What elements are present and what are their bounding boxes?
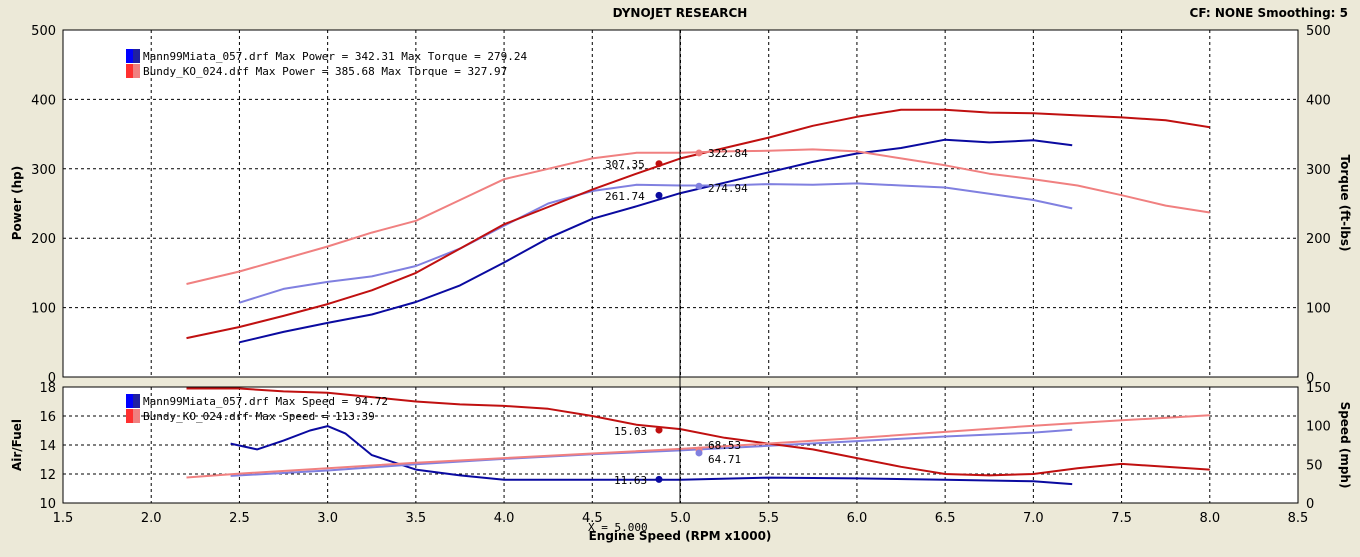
power-tick-label: 500 — [31, 24, 56, 39]
air-fuel-axis-label: Air/Fuel — [10, 419, 24, 471]
speed-tick-label: 150 — [1306, 381, 1331, 396]
x-tick-label: 3.5 — [406, 511, 427, 526]
power-axis-label: Power (hp) — [10, 166, 24, 240]
legend-swatch-mann — [126, 49, 133, 63]
cursor-readout: X = 5.000 — [588, 521, 648, 534]
legend-mann-speed: Mann99Miata_057.drf Max Speed = 94.72 — [143, 395, 388, 408]
torque-tick-label: 300 — [1306, 163, 1331, 178]
x-tick-label: 6.5 — [935, 511, 956, 526]
air-fuel-tick-label: 10 — [39, 497, 56, 512]
legend-bundy-power: Bundy_KO_024.drf Max Power = 385.68 Max … — [143, 65, 507, 78]
x-tick-label: 8.0 — [1199, 511, 1220, 526]
legend-bundy-speed: Bundy_KO_024.drf Max Speed = 113.39 — [143, 410, 375, 423]
x-tick-label: 7.0 — [1023, 511, 1044, 526]
top-series — [186, 108, 1210, 344]
air-fuel-tick-label: 14 — [39, 439, 56, 454]
mann-torque-marker — [695, 182, 703, 190]
legend-swatch-mann-speed — [126, 394, 133, 408]
torque-tick-label: 200 — [1306, 232, 1331, 247]
air-fuel-tick-label: 12 — [39, 468, 56, 483]
series-line-torque — [239, 182, 1073, 304]
top-ticks: 500 500 400 400 300 300 200 200 100 100 0 0 — [31, 24, 1331, 386]
torque-tick-label: 0 — [1306, 371, 1314, 386]
x-tick-label: 3.0 — [317, 511, 338, 526]
series-line-power — [186, 108, 1210, 340]
series-line-torque — [186, 148, 1210, 285]
mann-power-readout: 261.74 — [605, 190, 645, 203]
torque-tick-label: 500 — [1306, 24, 1331, 39]
mann-af-readout: 11.63 — [614, 474, 647, 487]
bundy-af-marker — [655, 426, 663, 434]
torque-tick-label: 100 — [1306, 302, 1331, 317]
speed-tick-label: 50 — [1306, 458, 1323, 473]
bundy-power-readout: 307.35 — [605, 158, 645, 171]
torque-axis-label: Torque (ft-lbs) — [1338, 155, 1352, 252]
legend-swatch-bundy — [126, 64, 133, 78]
series-line-power — [239, 138, 1073, 344]
bottom-ticks: 18 16 14 12 10 150 100 50 0 — [39, 381, 1330, 512]
x-axis-label: Engine Speed (RPM x1000) — [589, 529, 772, 543]
bundy-torque-readout: 322.84 — [708, 147, 748, 160]
x-tick-label: 4.5 — [582, 511, 603, 526]
x-tick-label: 4.0 — [494, 511, 515, 526]
x-tick-label: 5.0 — [670, 511, 691, 526]
power-tick-label: 300 — [31, 163, 56, 178]
power-tick-label: 400 — [31, 93, 56, 108]
chart-title: DYNOJET RESEARCH — [613, 6, 748, 20]
legend-swatch-bundy-speed — [126, 409, 133, 423]
mann-speed-readout: 64.71 — [708, 453, 741, 466]
power-tick-label: 0 — [48, 371, 56, 386]
x-tick-label: 7.5 — [1111, 511, 1132, 526]
mann-af-marker — [655, 475, 663, 483]
power-tick-label: 100 — [31, 302, 56, 317]
air-fuel-tick-label: 18 — [39, 381, 56, 396]
cursor-markers — [655, 149, 703, 483]
bundy-power-marker — [655, 160, 663, 168]
series-line-air_fuel — [186, 387, 1210, 477]
bundy-torque-marker — [695, 149, 703, 157]
x-tick-label: 5.5 — [758, 511, 779, 526]
speed-tick-label: 100 — [1306, 420, 1331, 435]
series-line-air_fuel — [230, 425, 1073, 486]
air-fuel-tick-label: 16 — [39, 410, 56, 425]
mann-power-marker — [655, 191, 663, 199]
x-tick-label: 8.5 — [1288, 511, 1309, 526]
settings-readout: CF: NONE Smoothing: 5 — [1190, 6, 1348, 20]
x-tick-label: 1.5 — [53, 511, 74, 526]
bundy-af-readout: 15.03 — [614, 425, 647, 438]
mann-torque-readout: 274.94 — [708, 182, 748, 195]
power-tick-label: 200 — [31, 232, 56, 247]
top-grid — [63, 30, 1298, 377]
x-tick-label: 2.5 — [229, 511, 250, 526]
speed-tick-label: 0 — [1306, 497, 1314, 512]
x-axis-ticks: 1.5 2.0 2.5 3.0 3.5 4.0 4.5 5.0 5.5 6.0 6.5 7.0 7.5 8… — [53, 511, 1309, 526]
x-tick-label: 6.0 — [847, 511, 868, 526]
legend-mann-power: Mann99Miata_057.drf Max Power = 342.31 M… — [143, 50, 527, 63]
mann-speed-marker — [695, 449, 703, 457]
speed-axis-label: Speed (mph) — [1338, 402, 1352, 489]
x-tick-label: 2.0 — [141, 511, 162, 526]
torque-tick-label: 400 — [1306, 93, 1331, 108]
bundy-speed-readout: 68.53 — [708, 439, 741, 452]
